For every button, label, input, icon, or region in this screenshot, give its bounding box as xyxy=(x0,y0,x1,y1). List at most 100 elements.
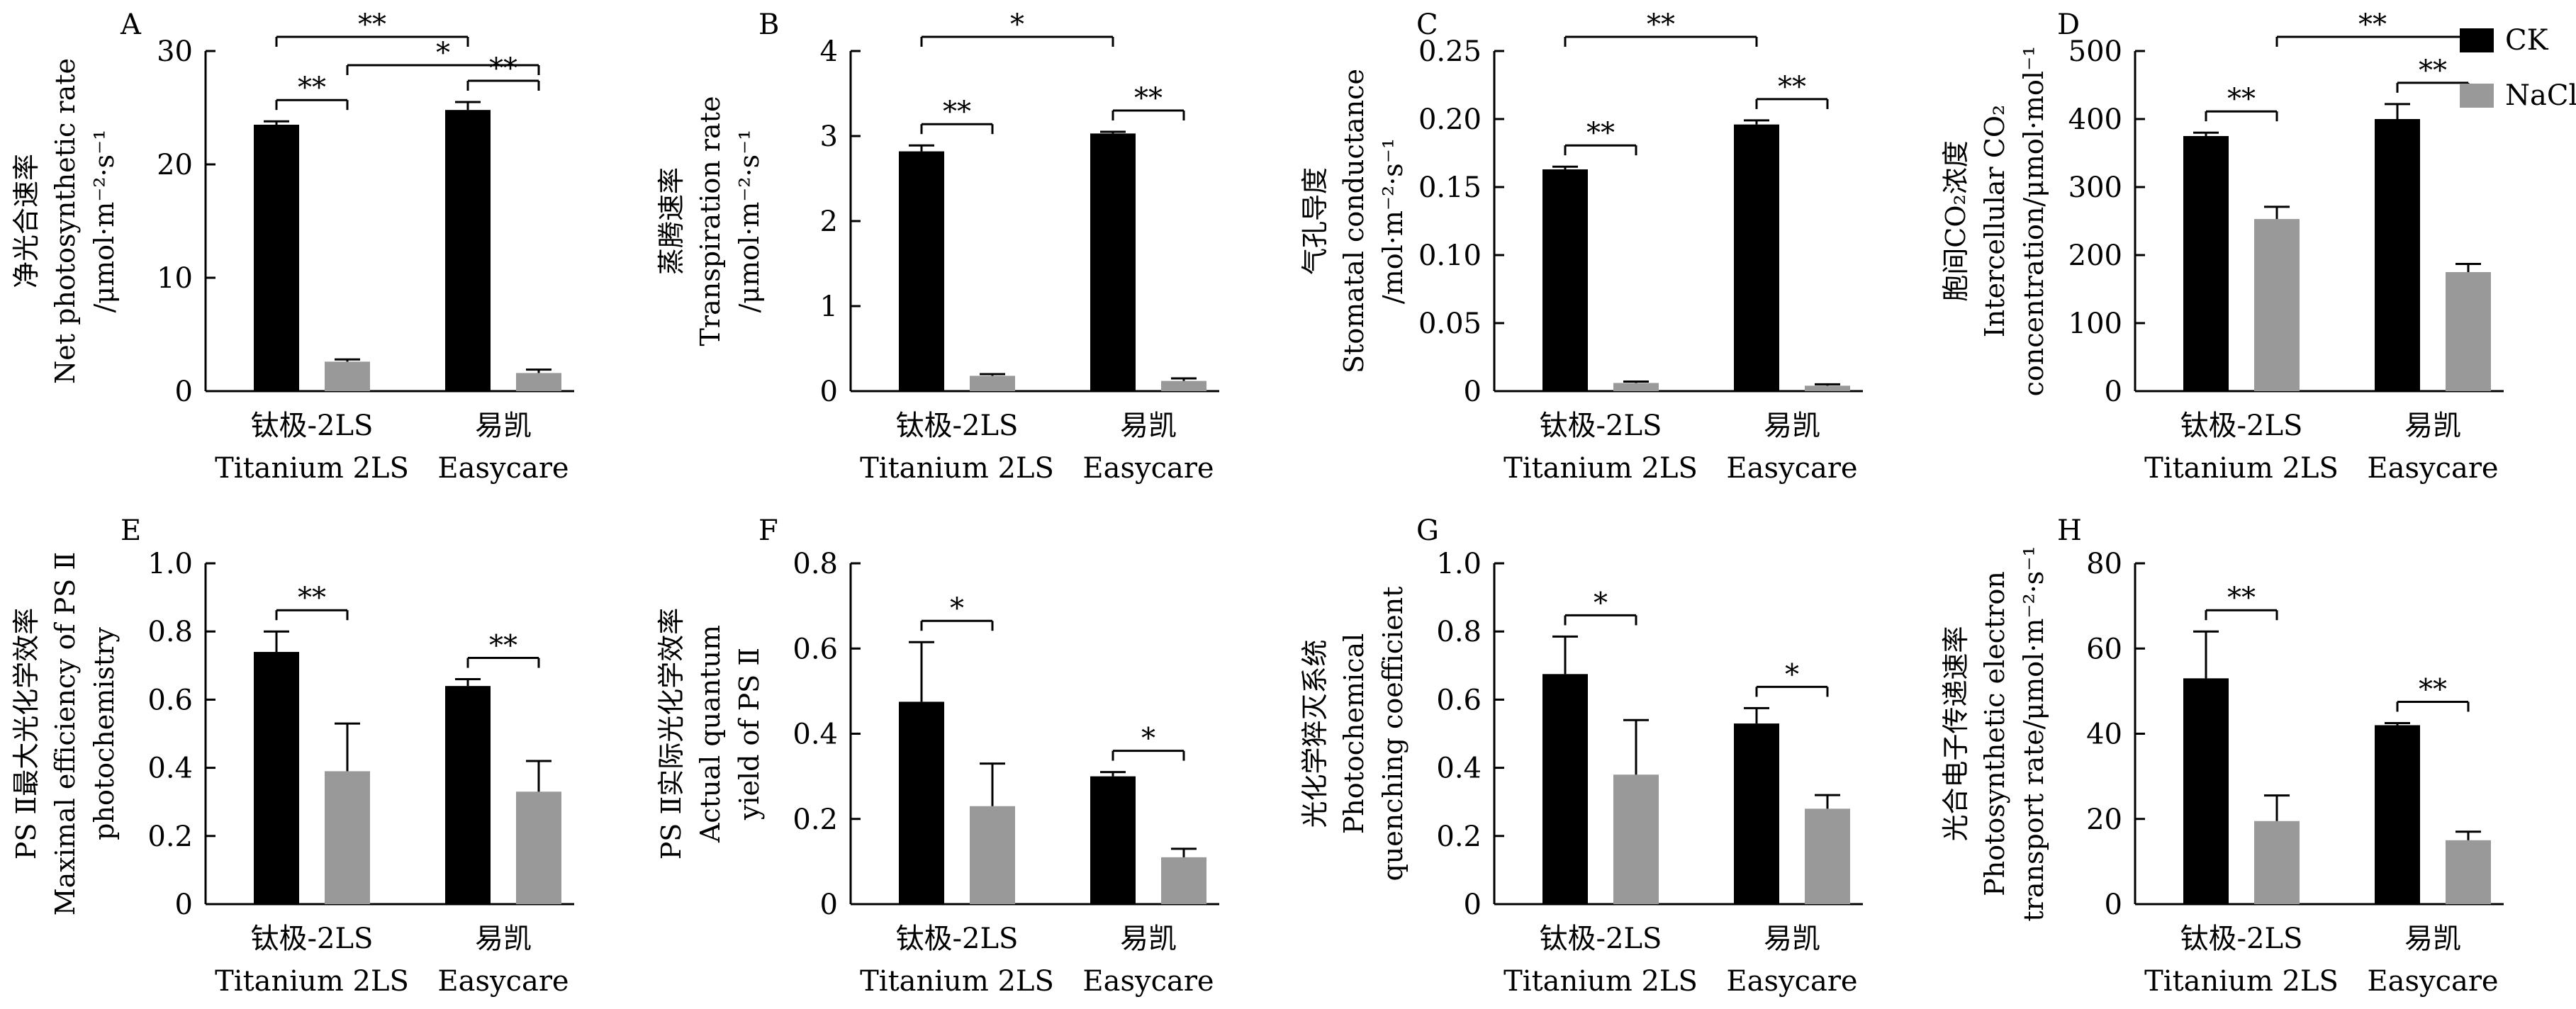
y-axis-label: 净光合速率 xyxy=(11,154,42,288)
panel-label: G xyxy=(1416,514,1439,547)
y-tick-label: 0 xyxy=(175,889,193,921)
category-label-en: Easycare xyxy=(437,452,569,485)
bar xyxy=(1161,381,1206,391)
y-axis-label: concentration/μmol·mol⁻¹ xyxy=(2018,46,2049,397)
bar xyxy=(970,376,1015,391)
y-tick-label: 0.2 xyxy=(1436,821,1482,853)
bar xyxy=(325,771,370,904)
bar xyxy=(1805,385,1850,391)
category-label: 易凯 xyxy=(475,410,532,442)
bar xyxy=(2446,272,2491,391)
bar xyxy=(899,701,944,904)
significance-label: * xyxy=(1594,587,1608,619)
category-label: 易凯 xyxy=(475,923,532,955)
significance-label: ** xyxy=(2419,673,2447,706)
category-label: 易凯 xyxy=(1764,410,1820,442)
category-label-en: Easycare xyxy=(2367,452,2498,485)
significance-label: ** xyxy=(2227,582,2256,614)
y-tick-label: 0.2 xyxy=(147,821,193,853)
legend-swatch xyxy=(2460,28,2494,52)
y-axis-label: /μmol·m⁻²·s⁻¹ xyxy=(734,130,765,313)
y-tick-label: 0 xyxy=(1464,376,1482,408)
panel-D: D 0 100 200 300 400 500 ** ** ** 钛极-2LS 易凯 Titanium … xyxy=(1940,9,2504,485)
legend-label: CK xyxy=(2505,24,2549,57)
category-label-en: Titanium 2LS xyxy=(860,965,1054,998)
legend-label: NaCl xyxy=(2505,79,2576,112)
category-label-en: Easycare xyxy=(1082,965,1214,998)
category-label: 易凯 xyxy=(2404,923,2461,955)
legend-swatch xyxy=(2460,84,2494,108)
y-tick-label: 20 xyxy=(2086,804,2122,836)
y-tick-label: 20 xyxy=(157,149,193,181)
y-tick-label: 10 xyxy=(157,262,193,295)
category-label-en: Easycare xyxy=(437,965,569,998)
bar xyxy=(2183,136,2229,391)
y-axis-label: quenching coefficient xyxy=(1377,586,1409,881)
bar xyxy=(2375,725,2420,904)
panel-label: A xyxy=(120,9,142,41)
y-tick-label: 0.4 xyxy=(793,718,838,751)
category-label: 易凯 xyxy=(2404,410,2461,442)
category-label: 钛极-2LS xyxy=(1540,923,1662,955)
bar xyxy=(445,686,491,904)
category-label-en: Titanium 2LS xyxy=(860,452,1054,485)
category-label-en: Easycare xyxy=(1082,452,1214,485)
y-tick-label: 0.2 xyxy=(793,804,838,836)
panel-label: E xyxy=(121,514,141,547)
y-tick-label: 0 xyxy=(2105,889,2122,921)
bar xyxy=(1542,674,1588,904)
y-tick-label: 500 xyxy=(2068,35,2122,68)
significance-label: * xyxy=(1785,658,1799,691)
bar xyxy=(2254,219,2300,391)
category-label-en: Titanium 2LS xyxy=(1503,965,1698,998)
bar xyxy=(899,151,944,391)
panel-H: H 0 20 40 60 80 ** ** 钛极-2LS 易凯 Titanium 2LS Easyca… xyxy=(1940,514,2504,998)
significance-label: ** xyxy=(489,630,517,663)
significance-label: ** xyxy=(1134,82,1163,115)
bar xyxy=(2183,678,2229,904)
y-tick-label: 0.8 xyxy=(1436,616,1482,648)
panel-E: E 0 0.2 0.4 0.6 0.8 1.0 ** ** 钛极-2LS 易凯 Titanium 2L… xyxy=(11,514,574,998)
y-axis-label: transport rate/μmol·m⁻²·s⁻¹ xyxy=(2018,546,2049,921)
y-tick-label: 0.25 xyxy=(1418,35,1482,68)
bar xyxy=(325,361,370,391)
bar xyxy=(1734,124,1779,391)
significance-label: ** xyxy=(298,72,326,104)
y-tick-label: 400 xyxy=(2068,103,2122,136)
category-label: 钛极-2LS xyxy=(251,923,374,955)
significance-label: ** xyxy=(489,52,517,85)
y-tick-label: 2 xyxy=(820,205,838,238)
y-axis-label: /μmol·m⁻²·s⁻¹ xyxy=(89,130,120,313)
y-tick-label: 40 xyxy=(2086,718,2122,751)
y-axis-label: Photosynthetic electron xyxy=(1979,571,2010,896)
y-axis-label: /mol·m⁻²·s⁻¹ xyxy=(1377,138,1409,304)
significance-label: ** xyxy=(1778,71,1806,103)
bar xyxy=(970,806,1015,904)
y-tick-label: 100 xyxy=(2068,308,2122,340)
y-axis-label: Photochemical xyxy=(1338,633,1370,835)
legend: CK NaCl xyxy=(2460,24,2576,112)
y-tick-label: 0 xyxy=(1464,889,1482,921)
y-axis-label: 光化学猝灭系统 xyxy=(1299,639,1331,828)
category-label: 钛极-2LS xyxy=(2180,923,2303,955)
significance-label: ** xyxy=(1647,9,1675,41)
y-tick-label: 0.6 xyxy=(793,633,838,665)
panel-F: F 0 0.2 0.4 0.6 0.8 * * 钛极-2LS 易凯 Titanium 2LS Easy… xyxy=(656,514,1219,998)
significance-label: * xyxy=(1010,9,1024,41)
y-tick-label: 0.8 xyxy=(147,616,193,648)
bar xyxy=(1542,169,1588,392)
category-label: 易凯 xyxy=(1120,410,1177,442)
y-tick-label: 0 xyxy=(175,376,193,408)
category-label: 钛极-2LS xyxy=(1540,410,1662,442)
bar xyxy=(1161,857,1206,904)
y-tick-label: 0.15 xyxy=(1418,171,1482,204)
bar xyxy=(1734,723,1779,904)
y-tick-label: 0.8 xyxy=(793,548,838,580)
y-tick-label: 80 xyxy=(2086,548,2122,580)
bar xyxy=(1805,808,1850,904)
category-label-en: Easycare xyxy=(1726,965,1857,998)
category-label: 易凯 xyxy=(1120,923,1177,955)
y-axis-label: Net photosynthetic rate xyxy=(50,58,81,384)
